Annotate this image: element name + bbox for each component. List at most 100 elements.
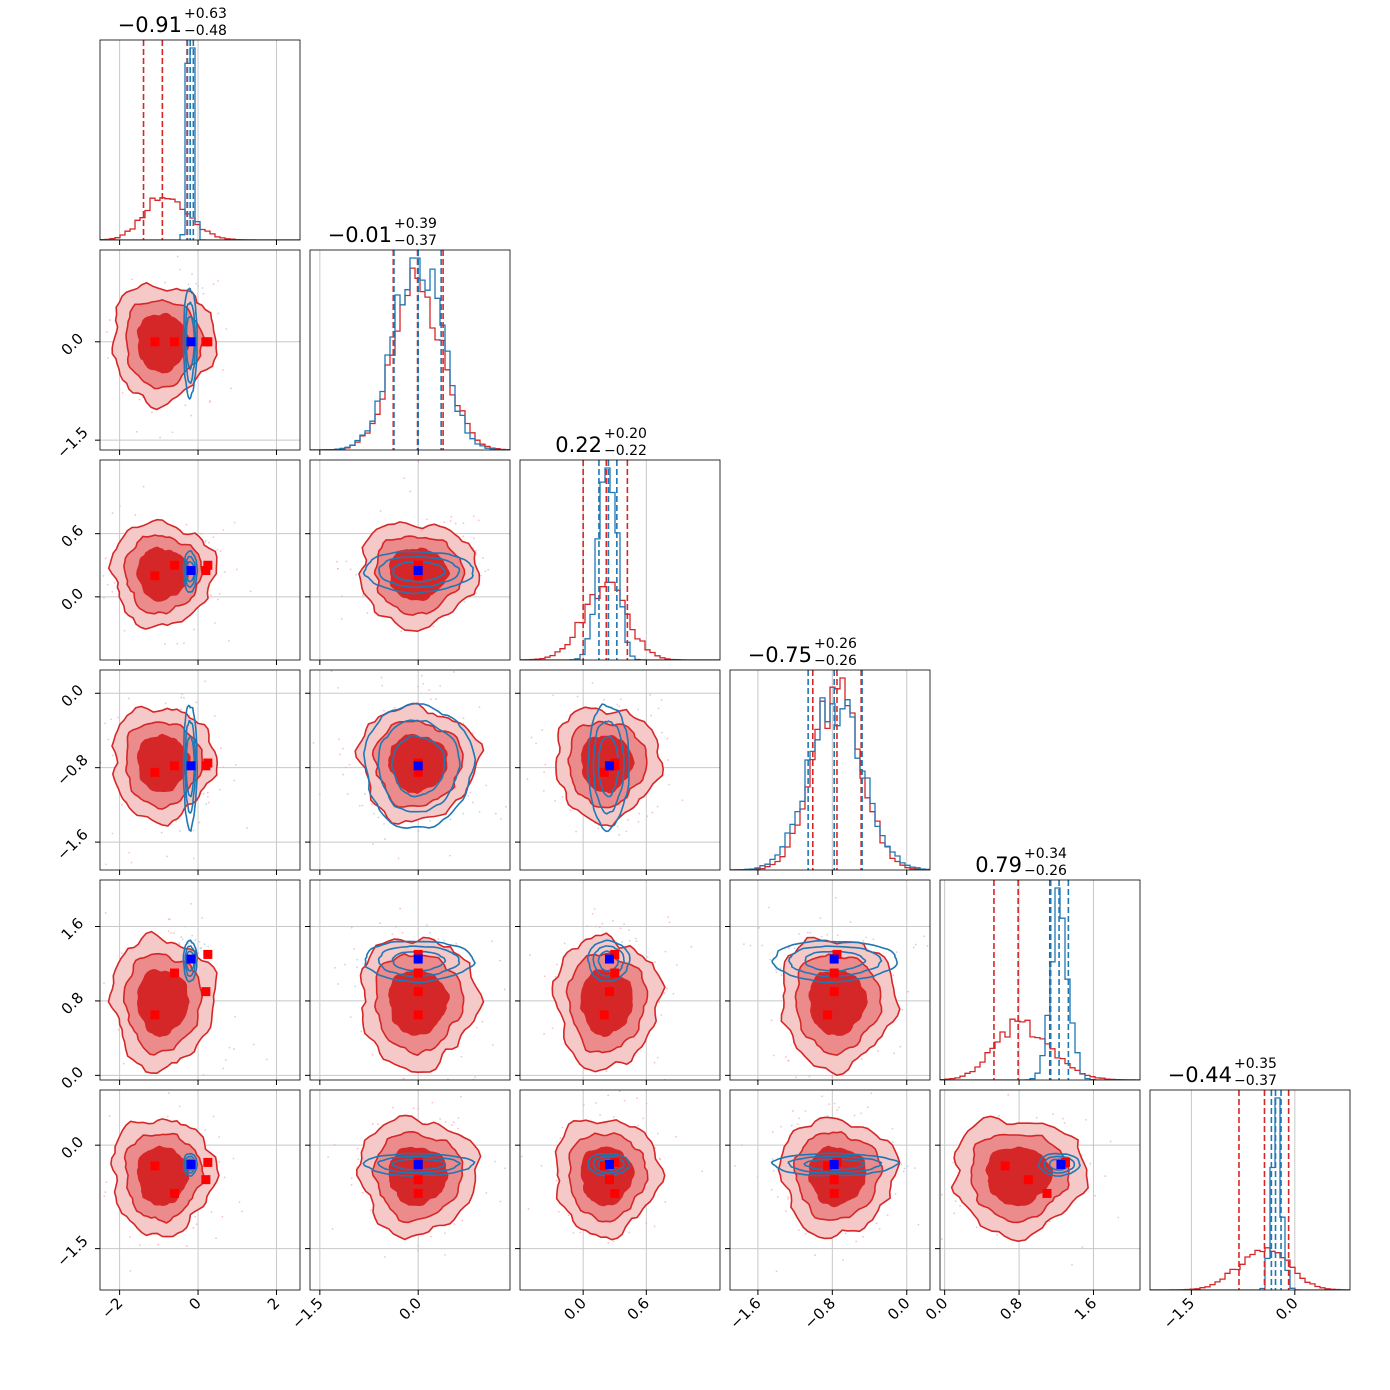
sample-point-red [371,803,373,806]
contour-red-inner [136,312,192,374]
sample-point-red [238,1201,241,1204]
sample-point-red [612,1240,615,1243]
title-value: −0.01 [328,223,392,247]
sample-point-red [217,312,220,315]
sample-point-blue [200,947,203,949]
sample-point-red [345,560,348,563]
y-tick-label: 0.0 [58,329,88,359]
sample-point-red [554,975,557,978]
marker-red [150,1010,160,1020]
panel-content [312,670,528,860]
x-tick-label: 1.6 [1071,1294,1101,1324]
sample-point-blue [175,820,178,822]
sample-point-red [663,991,666,994]
x-tick-label: −0.8 [801,1294,839,1332]
sample-point-red [403,477,406,480]
sample-point-red [222,529,225,531]
truth-marker [413,954,423,964]
sample-point-red [855,1240,858,1243]
sample-point-red [350,1183,353,1186]
sample-point-red [215,1237,217,1240]
sample-point-blue [355,573,358,576]
contour-blue-0 [770,1152,900,1177]
sample-point-red [164,281,167,284]
sample-point-red [219,747,222,750]
sample-point-red [593,907,596,910]
x-tick-label: 0.0 [1272,1294,1302,1324]
sample-point-red [595,1101,598,1104]
sample-point-red [485,784,488,787]
sample-point-blue [819,917,822,919]
sample-point-red [787,1197,789,1200]
sample-point-red [451,1124,453,1126]
panel-content [310,250,510,450]
sample-point-red [833,1102,836,1105]
sample-point-red [1063,1121,1066,1124]
sample-point-red [1081,1246,1084,1249]
contour-panel-4-3 [725,879,931,1085]
contour-blue-0 [182,939,199,983]
sample-point-red [862,1235,864,1238]
truth-marker [604,761,614,771]
title-minus-error: −0.37 [394,233,437,249]
sample-point-red [1092,1144,1095,1147]
contour-panel-2-1 [305,459,511,665]
marker-red [1023,1175,1033,1185]
sample-point-blue [637,708,640,711]
contour-blue-0 [364,940,476,984]
sample-point-red [668,783,670,786]
sample-point-red [119,505,121,507]
sample-point-blue [439,685,442,687]
sample-point-red [246,827,248,829]
sample-point-blue [598,926,601,929]
sample-point-red [363,792,366,795]
sample-point-red [232,1157,235,1160]
contour-blue-0 [182,287,198,400]
sample-point-red [607,1241,610,1244]
contour-panel-5-2 [515,1089,721,1295]
sample-point-red [344,766,347,769]
sample-point-red [555,1179,558,1182]
sample-point-red [252,1043,255,1046]
sample-point-blue [749,944,752,947]
sample-point-red [336,560,338,563]
sample-point-red [164,642,166,645]
sample-point-red [526,709,528,711]
sample-point-red [623,1099,626,1102]
marker-red [170,761,180,771]
x-tick-label: −2 [98,1294,126,1322]
sample-point-red [430,1235,432,1238]
panel-content [1150,1090,1350,1290]
sample-point-red [206,791,209,794]
sample-point-red [221,1215,224,1218]
contour-panel-2-0 [95,459,301,665]
contour-blue-2 [804,950,867,972]
sample-point-red [193,628,195,631]
sample-point-red [391,1106,394,1109]
sample-point-red [1007,1093,1010,1096]
panel-content [743,896,929,1079]
sample-point-red [557,1210,560,1213]
sample-point-blue [891,1141,894,1144]
sample-point-red [224,1059,227,1062]
x-tick-label: −1.5 [1160,1294,1198,1332]
sample-point-red [185,1245,188,1248]
sample-point-red [567,1214,570,1217]
sample-point-red [181,693,183,696]
panel-frame [99,1089,301,1291]
sample-point-red [362,594,364,597]
sample-point-red [642,1117,645,1120]
sample-point-blue [743,943,745,946]
sample-point-blue [771,1158,774,1160]
sample-point-red [821,1095,824,1098]
contour-blue-2 [392,561,446,583]
panel-frame [519,879,721,1081]
marker-red [150,571,160,581]
sample-point-red [338,738,340,741]
sample-point-red [129,1236,131,1238]
sample-point-red [84,1254,86,1256]
sample-point-red [371,1053,374,1056]
sample-point-blue [350,1177,353,1180]
sample-point-red [491,940,493,943]
title-minus-error: −0.26 [814,653,857,669]
